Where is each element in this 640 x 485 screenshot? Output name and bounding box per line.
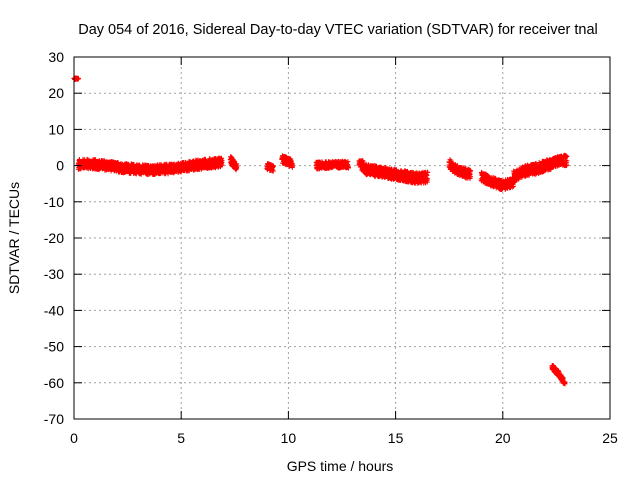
x-axis-label: GPS time / hours: [287, 458, 394, 474]
data-point: [345, 159, 351, 165]
y-tick-label: -40: [44, 302, 64, 318]
data-point: [564, 158, 570, 164]
x-tick-label: 20: [495, 430, 511, 446]
data-point: [234, 161, 240, 167]
data-point: [424, 169, 430, 175]
data-point: [75, 76, 81, 82]
data-layer: [71, 75, 570, 387]
y-tick-label: -70: [44, 411, 64, 427]
data-point: [564, 153, 570, 159]
x-tick-label: 15: [388, 430, 404, 446]
tick-layer: 0 5 10 15 20 25 -70 -60 -50 -40 -30 -20 -10 0 10 20 30: [44, 49, 618, 446]
y-tick-label: -20: [44, 230, 64, 246]
data-point: [424, 176, 430, 182]
data-point: [219, 162, 225, 168]
data-point: [345, 165, 351, 171]
x-tick-label: 5: [177, 430, 185, 446]
y-tick-label: 0: [56, 158, 64, 174]
data-point: [270, 163, 276, 169]
data-point: [510, 183, 516, 189]
chart-title: Day 054 of 2016, Sidereal Day-to-day VTE…: [78, 22, 598, 38]
data-point: [360, 158, 366, 164]
data-point: [563, 153, 569, 159]
data-point: [454, 162, 460, 168]
y-tick-label: -10: [44, 194, 64, 210]
y-tick-label: 10: [48, 121, 64, 137]
y-axis-label: SDTVAR / TECUs: [6, 182, 22, 294]
y-tick-label: -50: [44, 339, 64, 355]
y-tick-label: 30: [48, 49, 64, 65]
x-tick-label: 10: [281, 430, 297, 446]
data-point: [467, 174, 473, 180]
data-point: [289, 165, 295, 171]
grid-layer: [74, 57, 610, 419]
y-tick-label: -60: [44, 375, 64, 391]
y-tick-label: 20: [48, 85, 64, 101]
x-tick-label: 0: [70, 430, 78, 446]
y-tick-label: -30: [44, 266, 64, 282]
data-point: [562, 379, 568, 385]
data-point: [467, 167, 473, 173]
data-point: [270, 168, 276, 174]
x-tick-label: 25: [602, 430, 618, 446]
